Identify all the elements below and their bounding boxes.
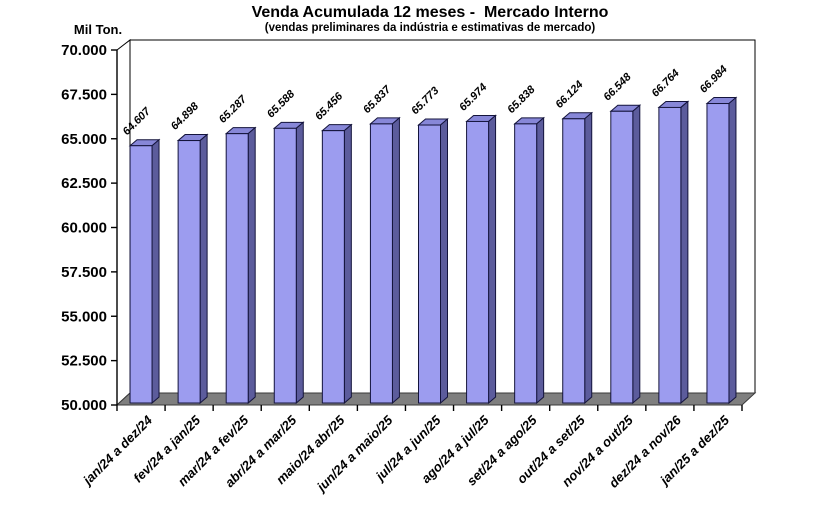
bar-front-face [273, 127, 297, 404]
bar-side-face [199, 133, 208, 405]
bar-front-face [706, 103, 730, 404]
bar-side-face [391, 116, 400, 405]
bar: 64.607 [121, 105, 161, 405]
y-tick-label: 55.000 [61, 308, 107, 325]
bar-front-face [129, 145, 153, 404]
bar-side-face [151, 138, 160, 405]
y-tick-label: 70.000 [61, 42, 107, 59]
chart-title: Venda Acumulada 12 meses - Mercado Inter… [251, 4, 609, 21]
bar-front-face [225, 133, 249, 404]
bar: 64.898 [169, 100, 209, 405]
bar-side-face [247, 126, 256, 405]
bar-front-face [610, 110, 634, 404]
bar-side-face [295, 121, 304, 405]
bar: 65.588 [265, 88, 305, 405]
y-tick-label: 62.500 [61, 175, 107, 192]
y-tick-label: 52.500 [61, 353, 107, 370]
bar: 65.974 [457, 81, 497, 405]
bar-side-face [584, 111, 593, 405]
bar: 65.456 [313, 90, 353, 405]
y-axis-unit-label: Mil Ton. [73, 22, 123, 37]
bar-side-face [536, 116, 545, 405]
bar: 65.287 [217, 93, 257, 405]
chart-subtitle: (vendas preliminares da indústria e esti… [264, 22, 596, 34]
bar-front-face [658, 106, 682, 404]
bar-side-face [343, 123, 352, 405]
bar-front-face [321, 130, 345, 404]
bar-front-face [369, 123, 393, 404]
y-tick-label: 67.500 [61, 86, 107, 103]
y-tick-label: 60.000 [61, 220, 107, 237]
bar-side-face [680, 100, 689, 405]
bar-front-face [418, 124, 441, 404]
bar-side-face [728, 96, 737, 405]
y-tick-label: 50.000 [61, 397, 107, 414]
bar-front-face [514, 123, 538, 404]
bar-side-face [632, 104, 641, 405]
bar-side-face [488, 114, 497, 405]
bar-front-face [177, 140, 201, 404]
bar-side-face [440, 117, 448, 405]
y-tick-label: 57.500 [61, 264, 107, 281]
bar-front-face [466, 120, 490, 404]
bar-front-face [562, 118, 586, 404]
plot-left-wall [116, 38, 131, 407]
y-tick-label: 65.000 [61, 131, 107, 148]
